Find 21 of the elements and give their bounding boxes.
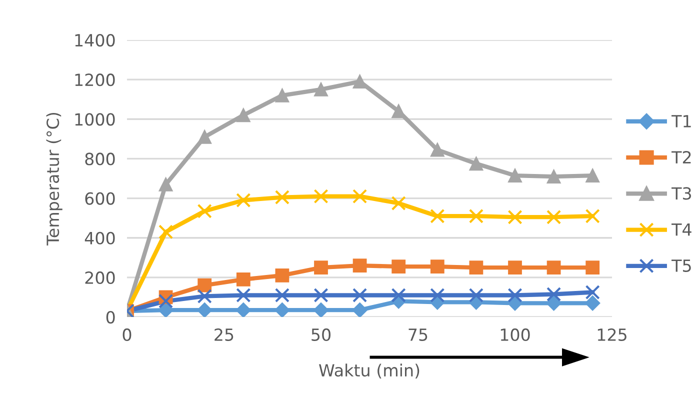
y-tick-label: 1000 — [75, 113, 115, 126]
y-tick-label: 200 — [85, 271, 115, 284]
x-tick-label: 25 — [214, 328, 234, 342]
x-tick-label: 50 — [312, 328, 330, 342]
legend-label: T5 — [672, 260, 691, 272]
y-axis-title: Temperatur (°C) — [46, 112, 62, 246]
y-tick-label: 400 — [84, 232, 115, 244]
y-tick-label: 600 — [85, 192, 115, 205]
x-tick-label: 125 — [598, 328, 626, 342]
x-tick-label: 100 — [500, 328, 530, 342]
legend-label: T4 — [672, 223, 692, 236]
y-tick-label: 1400 — [75, 34, 115, 47]
legend-label: T3 — [672, 187, 691, 200]
legend-label: T2 — [672, 150, 691, 164]
x-axis-title: Waktu (min) — [319, 364, 420, 379]
y-tick-label: 1200 — [75, 74, 115, 86]
y-tick-label: 800 — [85, 152, 115, 166]
x-tick-label: 75 — [408, 328, 428, 342]
x-tick-label: 0 — [122, 328, 132, 342]
y-tick-label: 0 — [106, 310, 115, 324]
legend-label: T1 — [672, 115, 691, 128]
